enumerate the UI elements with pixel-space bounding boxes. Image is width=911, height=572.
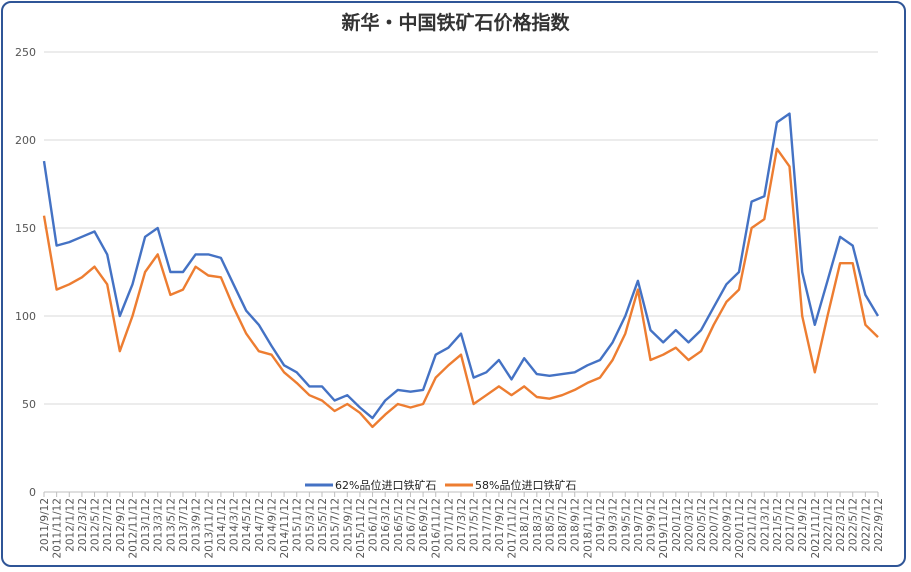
x-tick-label: 2018/7/12 (557, 498, 569, 552)
x-tick-label: 2013/5/12 (165, 498, 177, 552)
x-tick-label: 2013/1/12 (140, 498, 152, 552)
y-tick-label: 100 (15, 310, 36, 323)
x-tick-label: 2021/5/12 (772, 498, 784, 552)
x-tick-label: 2014/7/12 (254, 498, 266, 552)
x-tick-label: 2021/7/12 (785, 498, 797, 552)
x-tick-label: 2022/7/12 (860, 498, 872, 552)
x-tick-label: 2011/9/12 (39, 498, 51, 552)
y-tick-label: 200 (15, 134, 36, 147)
x-tick-label: 2022/1/12 (822, 498, 834, 552)
x-tick-label: 2020/11/12 (734, 498, 746, 559)
legend-label: 58%品位进口铁矿石 (475, 478, 576, 492)
x-tick-label: 2012/9/12 (115, 498, 127, 552)
x-tick-label: 2021/3/12 (759, 498, 771, 552)
legend-label: 62%品位进口铁矿石 (335, 478, 436, 492)
x-tick-label: 2014/5/12 (241, 498, 253, 552)
x-tick-label: 2019/7/12 (633, 498, 645, 552)
x-tick-label: 2016/1/12 (368, 498, 380, 552)
y-tick-label: 50 (22, 398, 36, 411)
x-tick-label: 2020/9/12 (721, 498, 733, 552)
x-tick-label: 2015/3/12 (304, 498, 316, 552)
x-tick-label: 2019/5/12 (620, 498, 632, 552)
series-line-62pct (42, 112, 880, 420)
series-line-58pct (42, 147, 879, 429)
x-tick-label: 2015/5/12 (317, 498, 329, 552)
x-tick-label: 2012/1/12 (64, 498, 76, 552)
x-tick-label: 2020/3/12 (683, 498, 695, 552)
x-tick-label: 2017/5/12 (469, 498, 481, 552)
x-tick-label: 2018/9/12 (570, 498, 582, 552)
x-tick-label: 2014/9/12 (266, 498, 278, 552)
x-tick-label: 2020/1/12 (671, 498, 683, 552)
x-tick-label: 2021/11/12 (810, 498, 822, 559)
chart-title: 新华・中国铁矿石价格指数 (341, 12, 570, 34)
x-tick-label: 2022/5/12 (848, 498, 860, 552)
x-tick-label: 2018/3/12 (532, 498, 544, 552)
x-tick-label: 2015/1/12 (292, 498, 304, 552)
x-tick-label: 2018/11/12 (582, 498, 594, 559)
x-tick-label: 2020/5/12 (696, 498, 708, 552)
x-tick-label: 2016/3/12 (380, 498, 392, 552)
x-tick-label: 2014/3/12 (229, 498, 241, 552)
x-tick-label: 2015/9/12 (342, 498, 354, 552)
x-tick-label: 2019/9/12 (646, 498, 658, 552)
x-tick-label: 2012/11/12 (127, 498, 139, 559)
x-tick-label: 2013/3/12 (153, 498, 165, 552)
x-tick-label: 2017/3/12 (456, 498, 468, 552)
x-tick-label: 2018/1/12 (519, 498, 531, 552)
x-tick-label: 2017/9/12 (494, 498, 506, 552)
x-tick-label: 2012/3/12 (77, 498, 89, 552)
x-tick-label: 2013/7/12 (178, 498, 190, 552)
x-tick-label: 2017/11/12 (507, 498, 519, 559)
x-tick-label: 2019/1/12 (595, 498, 607, 552)
x-tick-label: 2012/5/12 (90, 498, 102, 552)
x-tick-label: 2013/9/12 (191, 498, 203, 552)
x-tick-label: 2012/7/12 (102, 498, 114, 552)
x-tick-label: 2015/11/12 (355, 498, 367, 559)
x-tick-label: 2014/11/12 (279, 498, 291, 559)
x-tick-label: 2016/5/12 (393, 498, 405, 552)
x-tick-label: 2020/7/12 (709, 498, 721, 552)
x-tick-label: 2019/3/12 (608, 498, 620, 552)
x-tick-label: 2017/7/12 (481, 498, 493, 552)
x-tick-label: 2017/1/12 (443, 498, 455, 552)
x-tick-label: 2016/9/12 (418, 498, 430, 552)
x-tick-label: 2021/9/12 (797, 498, 809, 552)
y-tick-label: 0 (29, 486, 36, 499)
x-tick-label: 2015/7/12 (330, 498, 342, 552)
x-tick-label: 2019/11/12 (658, 498, 670, 559)
y-tick-label: 150 (15, 222, 36, 235)
x-tick-label: 2013/11/12 (203, 498, 215, 559)
y-tick-label: 250 (15, 46, 36, 59)
x-tick-label: 2022/3/12 (835, 498, 847, 552)
x-tick-label: 2018/5/12 (544, 498, 556, 552)
x-tick-label: 2016/11/12 (431, 498, 443, 559)
x-tick-label: 2016/7/12 (405, 498, 417, 552)
x-tick-label: 2011/11/12 (52, 498, 64, 559)
x-tick-label: 2014/1/12 (216, 498, 228, 552)
x-tick-label: 2022/9/12 (873, 498, 885, 552)
x-tick-label: 2021/1/12 (747, 498, 759, 552)
